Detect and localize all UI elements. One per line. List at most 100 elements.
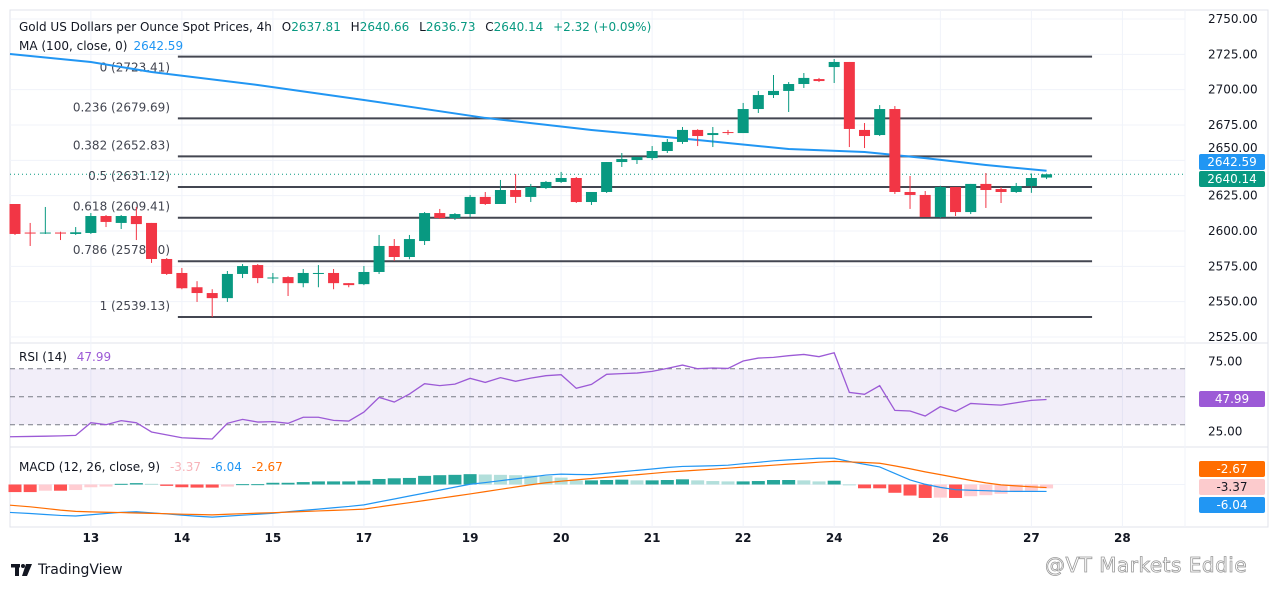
- macd-hist-value: -3.37: [169, 460, 202, 474]
- change-value: +2.32 (+0.09%): [553, 20, 652, 34]
- price-axis-label: 2725.00: [1208, 47, 1258, 61]
- candle-body: [24, 232, 36, 234]
- price-axis-label: 2700.00: [1208, 83, 1258, 97]
- macd-histogram-bar: [266, 482, 280, 485]
- candle-body: [676, 129, 688, 142]
- time-axis-label: 17: [356, 531, 373, 545]
- candle-body: [373, 245, 385, 272]
- macd-pane[interactable]: [8, 457, 1186, 518]
- rsi-label: RSI (14): [19, 350, 67, 364]
- candle: [55, 231, 67, 241]
- macd-histogram-bar: [236, 484, 250, 486]
- macd-histogram-bar: [539, 475, 553, 485]
- candle-body: [494, 190, 506, 205]
- candle-body: [85, 216, 97, 233]
- fib-level-label: 0.5 (2631.12): [88, 169, 170, 183]
- candle-body: [252, 265, 264, 279]
- macd-histogram-bar: [827, 480, 841, 485]
- candle-body: [889, 109, 901, 192]
- candle: [859, 123, 871, 149]
- candle: [312, 265, 324, 288]
- low-value: 2636.73: [425, 20, 476, 34]
- candle-body: [570, 177, 582, 203]
- candle-body: [297, 272, 309, 284]
- candle: [843, 61, 855, 148]
- macd-histogram-bar: [584, 480, 598, 485]
- candle-body: [464, 196, 476, 215]
- macd-histogram-bar: [782, 480, 796, 485]
- candle: [373, 234, 385, 274]
- candle: [555, 171, 567, 183]
- ohlc-low: L2636.73: [419, 20, 475, 34]
- candle-body: [1041, 174, 1053, 178]
- macd-histogram-bar: [1009, 484, 1023, 493]
- fib-level-label: 0.618 (2609.41): [73, 200, 170, 214]
- candle: [221, 270, 233, 302]
- ma-legend[interactable]: MA (100, close, 0) 2642.59: [19, 39, 189, 53]
- ohlc-close: C2640.14: [485, 20, 543, 34]
- candle-body: [479, 196, 491, 205]
- macd-histogram-bar: [812, 481, 826, 485]
- candle: [176, 268, 188, 290]
- time-axis-label: 15: [265, 531, 282, 545]
- candle: [146, 222, 158, 263]
- candle-body: [813, 79, 825, 82]
- candle-body: [828, 61, 840, 68]
- rsi-legend[interactable]: RSI (14) 47.99: [19, 350, 117, 364]
- candle-body: [555, 177, 567, 182]
- candle: [1041, 173, 1053, 180]
- grid: [9, 9, 1269, 528]
- macd-histogram-bar: [372, 478, 386, 485]
- candle-body: [783, 84, 795, 91]
- fib-level-label: 0.236 (2679.69): [73, 100, 170, 114]
- candle-body: [39, 232, 51, 234]
- macd-histogram-bar: [509, 475, 523, 485]
- macd-histogram-bar: [675, 479, 689, 485]
- candle: [874, 105, 886, 137]
- macd-histogram-bar: [448, 474, 462, 485]
- candle-body: [601, 162, 613, 192]
- candle-body: [419, 213, 431, 242]
- candle: [70, 227, 82, 235]
- candle-body: [388, 245, 400, 257]
- ma-100-line: [9, 53, 1047, 172]
- macd-histogram-bar: [220, 484, 234, 487]
- open-label: O: [281, 20, 292, 34]
- macd-histogram-bar: [433, 475, 447, 485]
- macd-histogram-bar: [99, 484, 113, 487]
- candle-body: [267, 277, 279, 279]
- candle: [282, 276, 294, 297]
- candle: [237, 264, 249, 279]
- macd-histogram-bar: [311, 481, 325, 485]
- macd-legend[interactable]: MACD (12, 26, close, 9) -3.37 -6.04 -2.6…: [19, 460, 289, 474]
- ma-label: MA (100, close, 0): [19, 39, 128, 53]
- candle-body: [980, 183, 992, 191]
- rsi-pane[interactable]: [9, 351, 1185, 440]
- time-axis-label: 14: [174, 531, 191, 545]
- candle: [965, 183, 977, 215]
- candle-body: [206, 293, 218, 299]
- macd-histogram-bar: [145, 483, 159, 485]
- tradingview-logo[interactable]: TradingView: [11, 562, 123, 578]
- candle: [995, 187, 1007, 204]
- macd-histogram-bar: [918, 484, 932, 498]
- macd-histogram-bar: [979, 484, 993, 496]
- price-axis-label: 2650.00: [1208, 141, 1258, 155]
- candle: [752, 90, 764, 113]
- candle-body: [70, 232, 82, 234]
- main-legend: Gold US Dollars per Ounce Spot Prices, 4…: [19, 20, 657, 34]
- price-axis-label: 2750.00: [1208, 12, 1258, 26]
- macd-histogram-bar: [327, 481, 341, 485]
- macd-histogram-bar: [175, 484, 189, 488]
- symbol-title: Gold US Dollars per Ounce Spot Prices, 4…: [19, 20, 272, 34]
- candle: [328, 269, 340, 290]
- macd-histogram-bar: [600, 480, 614, 485]
- candle-body: [752, 95, 764, 110]
- candle-body: [919, 194, 931, 218]
- candle: [343, 283, 355, 288]
- price-pane[interactable]: 0 (2723.41) 0.236 (2679.69) 0.382 (2652.83…: [9, 53, 1186, 319]
- candle: [646, 146, 658, 161]
- macd-histogram-bar: [767, 480, 780, 485]
- candle-body: [328, 272, 340, 284]
